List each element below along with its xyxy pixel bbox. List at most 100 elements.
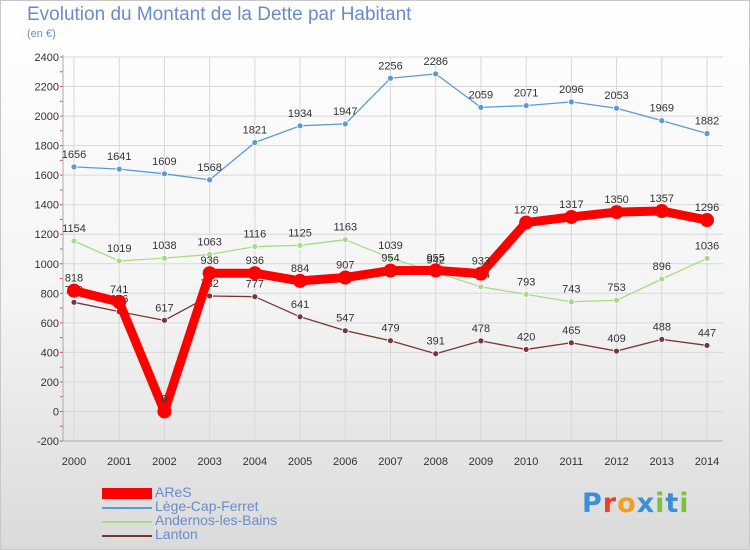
data-label-ares: 818 <box>65 273 83 285</box>
data-label-lanton: 488 <box>653 321 671 333</box>
point-ares <box>564 209 579 224</box>
logo-letter: r <box>602 488 618 519</box>
data-label-l-ge-cap-ferret: 2096 <box>559 84 583 96</box>
logo-letter: o <box>617 488 637 519</box>
point-andernos-les-bains <box>658 275 666 283</box>
point-l-ge-cap-ferret <box>206 176 214 184</box>
y-tick-label: -200 <box>37 436 59 448</box>
point-lanton <box>341 327 349 335</box>
point-ares <box>112 295 127 310</box>
data-label-lanton: 479 <box>381 323 399 335</box>
point-ares <box>247 266 262 281</box>
x-tick-label: 2013 <box>650 456 674 468</box>
data-label-l-ge-cap-ferret: 1947 <box>333 106 357 118</box>
point-ares <box>519 215 534 230</box>
data-label-l-ge-cap-ferret: 1609 <box>152 156 176 168</box>
data-label-andernos-les-bains: 1125 <box>288 227 312 239</box>
y-tick-label: 2000 <box>35 111 59 123</box>
point-l-ge-cap-ferret <box>115 165 123 173</box>
data-label-andernos-les-bains: 743 <box>562 284 580 296</box>
data-label-lanton: 447 <box>698 327 716 339</box>
point-andernos-les-bains <box>161 254 168 262</box>
point-l-ge-cap-ferret <box>613 104 620 112</box>
point-l-ge-cap-ferret <box>251 139 259 146</box>
data-label-l-ge-cap-ferret: 2059 <box>469 89 493 101</box>
point-lanton <box>161 316 168 324</box>
data-label-l-ge-cap-ferret: 1641 <box>107 151 131 163</box>
point-lanton <box>251 293 259 301</box>
x-tick-label: 2006 <box>333 456 357 468</box>
point-andernos-les-bains <box>387 254 394 262</box>
x-tick-label: 2004 <box>243 456 267 468</box>
legend-swatch-andernos-les-bains <box>102 521 152 523</box>
point-lanton <box>567 339 575 347</box>
y-tick-label: 2200 <box>35 82 59 94</box>
data-label-andernos-les-bains: 1036 <box>695 240 719 252</box>
x-tick-label: 2002 <box>152 456 176 468</box>
data-label-andernos-les-bains: 1163 <box>333 222 357 234</box>
y-tick-label: 1200 <box>35 229 59 241</box>
data-label-lanton: 391 <box>427 336 445 348</box>
data-label-ares: 1357 <box>650 193 674 205</box>
data-label-ares: 955 <box>427 252 445 264</box>
data-label-lanton: 420 <box>517 331 535 343</box>
legend-swatch-lege-cap-ferret <box>102 507 152 509</box>
logo-letter: i <box>679 488 690 519</box>
data-label-andernos-les-bains: 753 <box>607 282 625 294</box>
data-label-lanton: 478 <box>472 323 490 335</box>
data-label-andernos-les-bains: 793 <box>517 276 535 288</box>
data-label-andernos-les-bains: 942 <box>427 254 445 266</box>
data-label-ares: 1350 <box>604 194 628 206</box>
chart-unit-label: (en €) <box>27 28 56 40</box>
point-andernos-les-bains <box>70 237 78 245</box>
data-label-andernos-les-bains: 1116 <box>243 229 266 241</box>
data-label-andernos-les-bains: 1039 <box>378 240 402 252</box>
x-tick-label: 2003 <box>197 456 221 468</box>
point-lanton <box>658 335 666 343</box>
data-label-ares: 1296 <box>695 202 719 214</box>
x-tick-label: 2011 <box>560 456 584 468</box>
point-l-ge-cap-ferret <box>703 130 711 137</box>
x-tick-label: 2010 <box>514 456 538 468</box>
data-label-lanton: 777 <box>246 279 264 291</box>
data-label-andernos-les-bains: 1038 <box>152 240 176 252</box>
point-l-ge-cap-ferret <box>387 74 394 82</box>
data-label-l-ge-cap-ferret: 1568 <box>197 162 221 174</box>
data-label-lanton: 547 <box>336 313 354 325</box>
data-label-ares: 884 <box>291 263 309 275</box>
x-tick-label: 2014 <box>695 456 719 468</box>
point-ares <box>202 266 217 281</box>
point-andernos-les-bains <box>115 257 123 265</box>
logo-letter: x <box>636 488 656 519</box>
data-label-ares: 933 <box>472 256 490 268</box>
legend-label-ares: AReS <box>155 484 192 500</box>
point-lanton <box>477 337 485 345</box>
data-label-andernos-les-bains: 896 <box>653 261 671 273</box>
data-label-l-ge-cap-ferret: 1656 <box>62 149 86 161</box>
data-label-l-ge-cap-ferret: 1969 <box>650 103 674 115</box>
data-label-andernos-les-bains: 1154 <box>62 223 86 235</box>
point-andernos-les-bains <box>522 290 530 298</box>
point-l-ge-cap-ferret <box>432 70 440 78</box>
point-andernos-les-bains <box>477 283 485 291</box>
point-ares <box>700 213 714 228</box>
point-l-ge-cap-ferret <box>567 98 575 106</box>
x-tick-label: 2008 <box>423 456 447 468</box>
data-label-ares: 936 <box>200 255 218 267</box>
point-andernos-les-bains <box>296 241 304 249</box>
logo-letter: P <box>582 488 603 519</box>
x-tick-label: 2007 <box>378 456 402 468</box>
point-ares <box>383 263 398 278</box>
legend-label-lanton: Lanton <box>155 526 198 542</box>
y-tick-label: 1800 <box>35 141 59 153</box>
point-lanton <box>432 350 440 358</box>
point-lanton <box>387 337 394 345</box>
data-label-ares: 1317 <box>559 199 583 211</box>
data-label-l-ge-cap-ferret: 1821 <box>243 125 267 137</box>
data-label-lanton: 641 <box>291 299 309 311</box>
x-tick-label: 2000 <box>62 456 86 468</box>
data-label-lanton: 465 <box>562 325 580 337</box>
data-label-andernos-les-bains: 1063 <box>197 236 221 248</box>
data-label-ares: 1279 <box>514 205 538 217</box>
point-andernos-les-bains <box>251 243 259 251</box>
